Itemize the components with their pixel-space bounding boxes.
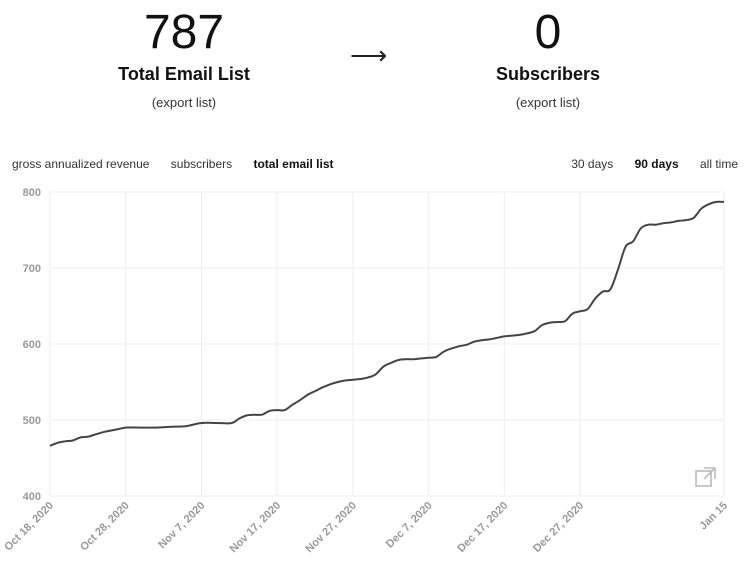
tab-total-email-list[interactable]: total email list (253, 157, 334, 171)
arrow-right-icon: ⟶ (350, 40, 388, 70)
export-email-list-link[interactable]: (export list) (151, 95, 217, 110)
x-tick-label: Nov 7, 2020 (156, 500, 207, 551)
tab-subscribers[interactable]: subscribers (170, 157, 233, 171)
x-tick-label: Nov 27, 2020 (303, 500, 359, 556)
subscribers-stat: 0 Subscribers (export list) (428, 4, 668, 110)
x-tick-label: Dec 17, 2020 (455, 500, 510, 555)
tab-90-days[interactable]: 90 days (634, 157, 679, 171)
y-tick-label: 700 (23, 263, 41, 275)
chart-grid (49, 191, 725, 497)
tab-gross-annualized-revenue[interactable]: gross annualized revenue (12, 157, 150, 171)
x-tick-label: Oct 28, 2020 (78, 500, 132, 554)
tab-all-time[interactable]: all time (699, 157, 738, 171)
total-email-list-label: Total Email List (118, 64, 250, 84)
series-line (49, 200, 725, 447)
x-tick-label: Dec 27, 2020 (531, 500, 586, 555)
y-tick-label: 800 (23, 187, 41, 199)
y-tick-label: 400 (23, 491, 41, 503)
x-tick-label: Jan 15 (697, 500, 730, 533)
total-email-list-stat: 787 Total Email List (export list) (64, 4, 304, 110)
metric-tabs: gross annualized revenue subscribers tot… (12, 157, 352, 171)
x-tick-label: Oct 18, 2020 (2, 500, 56, 554)
external-link-icon[interactable] (695, 467, 716, 487)
subscribers-label: Subscribers (495, 64, 601, 84)
y-tick-label: 600 (23, 339, 41, 351)
total-email-list-count: 787 (143, 6, 225, 59)
export-subscribers-link[interactable]: (export list) (515, 95, 581, 110)
x-tick-label: Nov 17, 2020 (228, 500, 284, 556)
subscribers-count: 0 (534, 6, 562, 59)
tab-30-days[interactable]: 30 days (571, 157, 614, 171)
x-tick-label: Dec 7, 2020 (384, 500, 435, 551)
range-tabs: 30 days 90 days all time (571, 157, 738, 171)
y-axis: 400 500 600 700 800 (23, 187, 41, 503)
x-axis: Oct 18, 2020 Oct 28, 2020 Nov 7, 2020 Nov 1… (2, 500, 730, 556)
email-list-chart: 400 500 600 700 800 Oct 18, 2020 Oct 28, 2020… (2, 187, 730, 556)
y-tick-label: 500 (23, 415, 41, 427)
